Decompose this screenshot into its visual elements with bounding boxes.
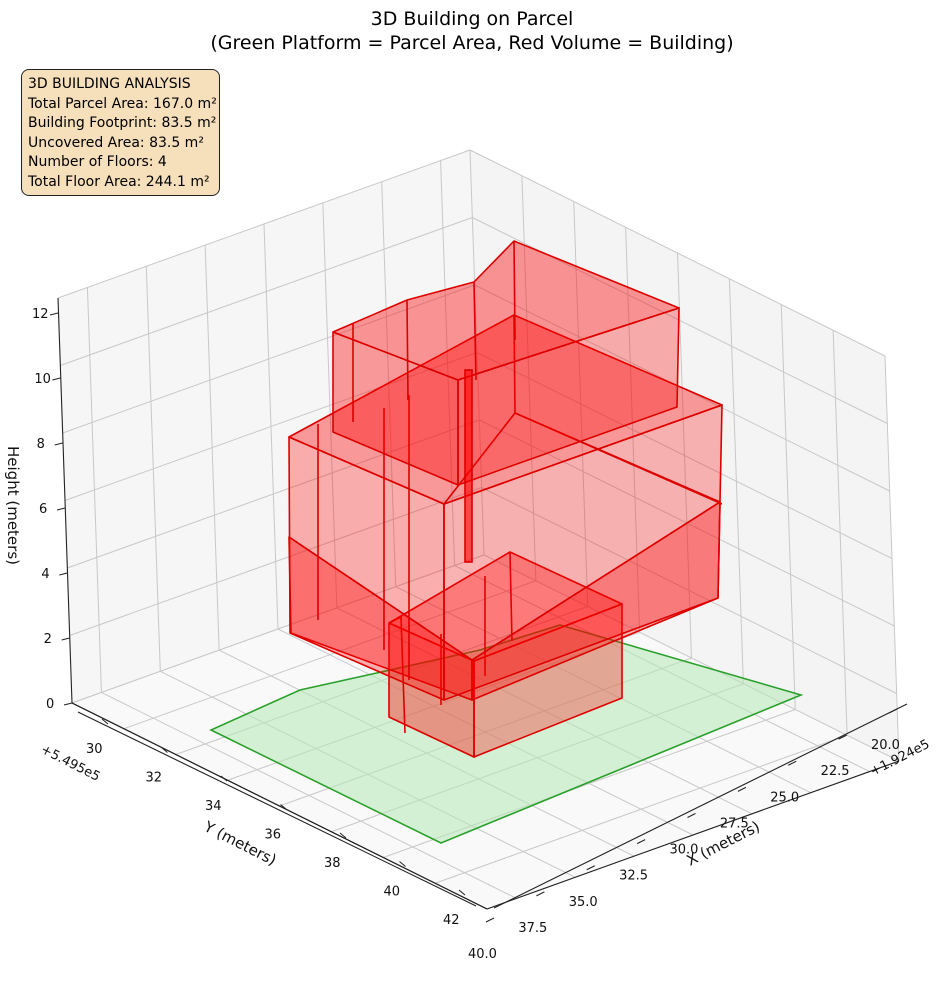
grid-line-z-left [57, 149, 471, 299]
x-tick-label: 27.5 [720, 816, 749, 831]
info-line-uncovered: Uncovered Area: 83.5 m² [28, 134, 204, 151]
x-axis-front-line [493, 703, 908, 909]
y-axis-front-line [77, 711, 477, 907]
floor-3-top [288, 314, 723, 505]
tick-labels: 20.0 22.5 25.0 27.5 30.0 32.5 35.0 37.5 40.0 30 32… [32, 307, 900, 962]
x-tick-label: 25.0 [770, 790, 799, 805]
x-tick-mark [838, 734, 847, 740]
x-axis-edge [486, 760, 900, 910]
tick-marks [49, 312, 898, 923]
y-tick-mark [458, 889, 466, 896]
y-axis-label: Y (meters) [200, 817, 279, 869]
z-tick-label: 12 [32, 307, 49, 322]
y-tick-mark [220, 775, 228, 782]
core-column [464, 369, 473, 563]
grid-line-z-left [69, 487, 482, 636]
info-line-floor-area: Total Floor Area: 244.1 m² [28, 173, 210, 190]
y-tick-label: 38 [324, 856, 341, 871]
building-volume [288, 240, 723, 758]
z-tick-mark [59, 572, 68, 576]
x-tick-label: 20.0 [871, 738, 900, 753]
chart-title: 3D Building on Parcel [370, 8, 574, 30]
y-tick-mark [399, 861, 406, 867]
grid-line-z-back [476, 352, 893, 559]
grid-line-z-left [62, 284, 475, 434]
floor-4-edge [406, 299, 409, 401]
x-tick-label: 30.0 [670, 843, 699, 858]
x-tick-label: 35.0 [569, 895, 598, 910]
grid-line-z-left [60, 217, 473, 366]
x-tick-mark [788, 760, 797, 766]
info-line-floors: Number of Floors: 4 [28, 154, 167, 170]
z-tick-mark [63, 702, 73, 706]
floor-1-edge [388, 615, 406, 734]
x-tick-mark [586, 865, 595, 871]
analysis-info-box: 3D BUILDING ANALYSIS Total Parcel Area: … [21, 69, 220, 196]
parcel-platform [209, 624, 804, 844]
x-tick-mark [485, 917, 495, 923]
x-tick-label: 32.5 [619, 869, 648, 884]
grid-line-y-floor [101, 691, 517, 899]
x-tick-mark [737, 786, 747, 792]
z-tick-label: 8 [37, 437, 45, 452]
y-tick-label: 32 [146, 771, 163, 786]
y-tick-mark [101, 718, 109, 725]
axis-lines [57, 297, 908, 910]
floor-1-edge [509, 551, 513, 642]
info-line-heading: 3D BUILDING ANALYSIS [28, 76, 191, 92]
z-tick-mark [54, 442, 63, 446]
grid-line-z-left [67, 419, 480, 569]
z-tick-label: 10 [34, 372, 51, 387]
z-tick-mark [49, 312, 59, 316]
z-tick-mark [56, 507, 66, 511]
y-tick-mark [339, 832, 347, 839]
parcel-polygon [209, 624, 804, 844]
z-tick-label: 4 [41, 567, 49, 582]
z-axis-line [57, 297, 73, 704]
info-line-footprint: Building Footprint: 83.5 m² [28, 115, 217, 131]
x-tick-label: 37.5 [518, 921, 547, 936]
grid-line-z-left [71, 554, 485, 704]
z-tick-label: 0 [46, 697, 54, 712]
chart-subtitle: (Green Platform = Parcel Area, Red Volum… [210, 32, 734, 54]
floor-2-divider [288, 501, 721, 661]
x-tick-mark [687, 813, 696, 818]
grid-line-z-back [481, 487, 897, 694]
floor-4-edge [473, 281, 477, 381]
z-axis-label: Height (meters) [4, 446, 22, 565]
floor-4-edge [513, 240, 516, 341]
x-tick-mark [636, 839, 646, 845]
z-tick-mark [52, 377, 61, 381]
info-line-parcel-area: Total Parcel Area: 167.0 m² [28, 95, 217, 112]
grid-line-z-back [483, 554, 900, 762]
z-tick-mark [61, 637, 70, 641]
y-tick-label: 42 [443, 913, 460, 928]
y-tick-mark [280, 804, 287, 810]
x-tick-label: 22.5 [821, 764, 850, 779]
x-tick-mark [536, 891, 545, 897]
y-tick-label: 30 [86, 742, 103, 757]
x-tick-label: 40.0 [468, 947, 497, 962]
x-tick-mark [888, 708, 898, 714]
z-tick-label: 6 [39, 502, 47, 517]
y-tick-label: 34 [205, 799, 222, 814]
y-tick-mark [161, 747, 168, 753]
y-tick-label: 36 [265, 828, 282, 843]
z-tick-label: 2 [44, 632, 52, 647]
grid-line-z-back [469, 149, 886, 357]
y-tick-label: 40 [384, 885, 401, 900]
y-axis-edge [71, 702, 488, 910]
floor-1-top [388, 551, 623, 662]
